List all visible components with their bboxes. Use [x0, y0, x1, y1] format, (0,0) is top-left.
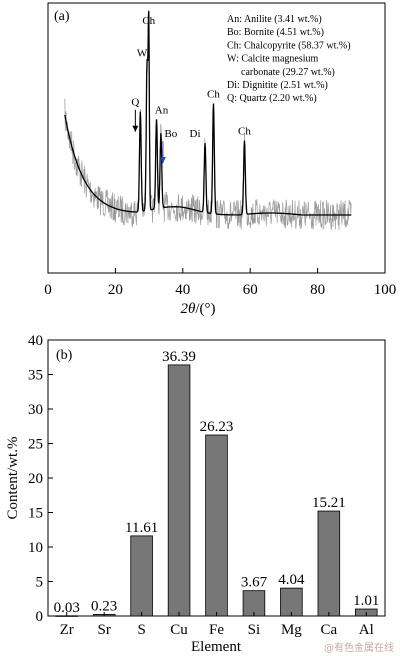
xrd-x-axis-label: 2θ/(°) [180, 301, 215, 317]
xrd-x-tick-label: 0 [44, 282, 52, 298]
bar-y-tick-label: 10 [28, 540, 43, 556]
bar-value-label: 0.23 [91, 598, 117, 614]
bar-mg [280, 587, 303, 617]
bar-category-label: Sr [97, 622, 110, 638]
xrd-fit-line [64, 10, 352, 216]
bar-ca [317, 510, 341, 617]
xrd-peak-labels: Q W Ch An Bo Di Ch Ch [131, 15, 251, 164]
bar-value-label: 26.23 [200, 419, 234, 435]
xrd-legend-entry: Di: Dignitite (2.51 wt.%) [227, 80, 328, 91]
bar-value-label: 36.39 [162, 349, 196, 365]
xrd-x-tick-label: 80 [310, 282, 325, 298]
xrd-peak-label: Di [190, 128, 201, 140]
xrd-peak-label: An [155, 104, 169, 116]
xrd-fit-path [64, 10, 352, 216]
bar-category-label: S [137, 622, 145, 638]
bar-value-label: 1.01 [353, 593, 379, 609]
xrd-peak-label: Ch [142, 15, 155, 27]
bar-category-label: Mg [281, 622, 302, 638]
xrd-legend-entry: Q: Quartz (2.20 wt.%) [227, 93, 317, 104]
xrd-peak-label: Q [131, 97, 139, 109]
xrd-x-ticks: 0 20 40 60 80 100 [44, 268, 396, 298]
xrd-peak-arrowhead [132, 125, 139, 132]
xrd-peak-arrowhead [159, 157, 166, 164]
xrd-x-axis-label-italic: 2θ [180, 301, 196, 317]
bar-fe [205, 434, 228, 617]
bar-category-label: Ca [320, 622, 337, 638]
xrd-panel: (a) Q W Ch An Bo Di Ch Ch 0 20 40 60 80 100 An: Anil… [44, 2, 396, 317]
bar-s [130, 535, 153, 617]
bar-panel: (b) 0 5 10 15 20 25 30 35 40 0.03 Zr 0.23 Sr 11.61 S 3… [5, 333, 386, 655]
bar-cu [167, 364, 191, 617]
bar-y-tick-label: 30 [28, 402, 43, 418]
bar-category-label: Zr [60, 622, 74, 638]
xrd-x-tick-label: 40 [175, 282, 190, 298]
xrd-frame [47, 2, 386, 274]
bar-y-tick-label: 20 [28, 471, 43, 487]
xrd-x-tick-label: 20 [108, 282, 123, 298]
bar-y-tick-label: 5 [36, 575, 44, 591]
bar-category-label: Cu [170, 622, 188, 638]
watermark-text: @有色金属在线 [324, 641, 394, 654]
bar-category-label: Si [248, 622, 261, 638]
bar-value-label: 15.21 [312, 495, 346, 511]
xrd-legend-entry: An: Anilite (3.41 wt.%) [227, 14, 322, 25]
bar-series: 0.03 Zr 0.23 Sr 11.61 S 36.39 Cu 26.23 Fe 3.67 Si 4.… [54, 349, 380, 638]
bar-y-ticks: 0 5 10 15 20 25 30 35 40 [28, 333, 53, 625]
xrd-legend-entry: W: Calcite magnesium [227, 54, 318, 65]
xrd-peak-label: W [137, 47, 148, 59]
xrd-panel-label: (a) [54, 9, 70, 24]
bar-y-tick-label: 35 [28, 368, 43, 384]
xrd-noisy-trace [64, 12, 352, 230]
bar-value-label: 3.67 [241, 575, 268, 591]
xrd-legend-entry: Bo: Bornite (4.51 wt.%) [227, 27, 324, 38]
xrd-legend: An: Anilite (3.41 wt.%) Bo: Bornite (4.51… [227, 14, 351, 104]
bar-panel-label: (b) [56, 348, 73, 363]
xrd-x-tick-label: 60 [243, 282, 258, 298]
xrd-peak-label: Ch [238, 126, 251, 138]
bar-y-tick-label: 40 [28, 333, 43, 349]
bar-y-tick-label: 15 [28, 506, 43, 522]
xrd-legend-entry: Ch: Chalcopyrite (58.37 wt.%) [227, 40, 351, 51]
xrd-peak-label: Ch [207, 89, 220, 101]
xrd-noisy-path [64, 12, 352, 230]
xrd-legend-entry: carbonate (29.27 wt.%) [241, 67, 335, 78]
bar-y-tick-label: 0 [36, 609, 44, 625]
bar-value-label: 11.61 [125, 520, 158, 536]
bar-y-tick-label: 25 [28, 437, 43, 453]
xrd-x-tick-label: 100 [374, 282, 397, 298]
bar-category-label: Al [359, 622, 374, 638]
bar-value-label: 0.03 [54, 600, 80, 616]
xrd-peak-label: Bo [164, 128, 177, 140]
xrd-x-axis-label-unit: /(°) [195, 301, 215, 317]
bar-x-axis-label: Element [191, 639, 242, 655]
bar-y-axis-label: Content/wt.% [5, 437, 21, 520]
bar-value-label: 4.04 [278, 572, 305, 588]
bar-category-label: Fe [209, 622, 224, 638]
